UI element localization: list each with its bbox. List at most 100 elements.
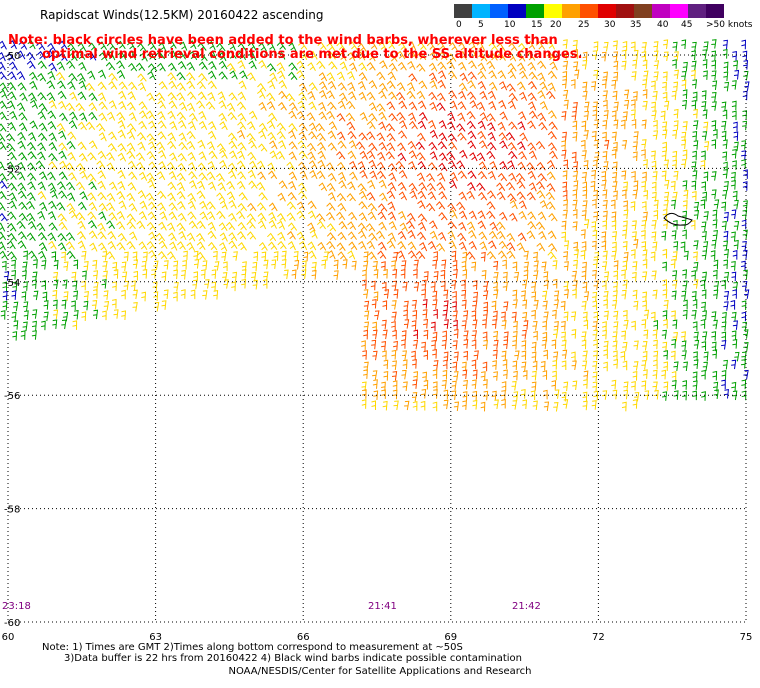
wind-barb <box>83 261 89 271</box>
wind-barb <box>712 269 718 280</box>
wind-barb <box>415 141 426 150</box>
wind-barb <box>458 82 468 92</box>
wind-barb <box>722 139 728 150</box>
wind-barb <box>196 180 206 190</box>
wind-barb <box>347 181 356 191</box>
wind-barb <box>0 180 8 189</box>
wind-barb <box>85 82 95 92</box>
wind-barb <box>476 101 486 111</box>
wind-barb <box>161 300 167 310</box>
wind-barb <box>393 289 399 299</box>
wind-barb <box>512 289 518 300</box>
wind-barb <box>296 60 306 70</box>
wind-barb <box>723 161 728 172</box>
wind-barb <box>381 319 387 330</box>
wind-barb <box>594 152 600 162</box>
wind-barb <box>157 111 166 121</box>
wind-barb <box>11 269 17 280</box>
wind-barb <box>161 271 167 282</box>
wind-barb <box>126 192 136 202</box>
wind-barb <box>602 210 608 221</box>
wind-barb <box>536 242 546 252</box>
wind-barb <box>537 72 546 82</box>
wind-barb <box>702 59 708 69</box>
wind-barb <box>722 359 728 370</box>
wind-barb <box>88 42 98 51</box>
wind-barb <box>417 41 427 50</box>
wind-barb <box>731 100 737 111</box>
wind-barb <box>472 369 478 380</box>
wind-barb <box>422 298 428 309</box>
wind-barb <box>222 272 228 282</box>
wind-barb <box>452 340 458 350</box>
wind-barb <box>167 72 177 81</box>
wind-barb <box>349 160 358 171</box>
wind-barb <box>337 161 347 171</box>
wind-barb <box>527 92 537 101</box>
wind-barb <box>37 60 47 69</box>
wind-barb <box>148 141 157 151</box>
wind-barb <box>652 381 658 391</box>
wind-barb <box>466 251 476 260</box>
wind-barb <box>348 41 358 50</box>
wind-barb <box>449 209 458 219</box>
wind-barb <box>27 172 37 181</box>
wind-barb <box>142 251 148 262</box>
wind-barb <box>118 200 127 210</box>
wind-barb <box>487 90 497 100</box>
wind-barb <box>497 70 507 80</box>
wind-barb <box>563 311 569 322</box>
wind-barb <box>721 311 727 322</box>
wind-barb <box>652 369 658 380</box>
wind-barb <box>167 132 177 142</box>
wind-barb <box>176 71 186 81</box>
pass-time-label: 21:42 <box>512 601 541 612</box>
wind-barb <box>526 162 536 171</box>
wind-barb <box>307 241 317 251</box>
wind-barb <box>462 379 468 390</box>
wind-barb <box>169 152 178 162</box>
wind-barb <box>570 311 577 321</box>
wind-barb <box>703 141 710 151</box>
wind-barb <box>58 100 67 110</box>
wind-barb <box>27 220 37 230</box>
wind-barb <box>391 371 398 381</box>
wind-barb <box>622 279 628 290</box>
wind-barb <box>176 82 186 91</box>
wind-barb <box>391 300 397 310</box>
wind-barb <box>47 182 57 192</box>
wind-barb <box>583 291 590 301</box>
wind-barb <box>538 121 548 131</box>
wind-barb <box>65 232 76 241</box>
wind-barb <box>461 361 467 372</box>
wind-barb <box>670 180 676 191</box>
wind-barb <box>560 320 566 331</box>
wind-barb <box>98 211 107 221</box>
wind-barb <box>176 181 185 192</box>
footnote: Note: 1) Times are GMT 2)Times along bot… <box>42 642 522 664</box>
wind-barb <box>554 389 560 399</box>
wind-barb <box>630 380 636 391</box>
wind-barb <box>652 171 658 181</box>
wind-barb <box>632 261 638 271</box>
wind-barb <box>680 331 686 341</box>
wind-barb <box>582 391 588 402</box>
wind-barb <box>318 72 328 82</box>
wind-barb <box>106 192 116 202</box>
contamination-note: Note: black circles have been added to t… <box>8 34 608 62</box>
wind-barb <box>387 232 396 242</box>
wind-barb <box>112 261 118 272</box>
wind-barb <box>496 182 506 191</box>
wind-barb <box>372 329 378 340</box>
wind-barb <box>73 310 79 320</box>
wind-barb <box>276 130 286 140</box>
wind-barb <box>537 173 547 182</box>
wind-barb <box>385 123 396 132</box>
wind-barb <box>488 81 498 91</box>
wind-barb <box>58 171 68 181</box>
wind-barb <box>519 91 528 101</box>
wind-barb <box>88 220 98 229</box>
wind-barb <box>29 80 38 90</box>
wind-barb <box>246 231 257 240</box>
wind-barb <box>337 202 347 212</box>
